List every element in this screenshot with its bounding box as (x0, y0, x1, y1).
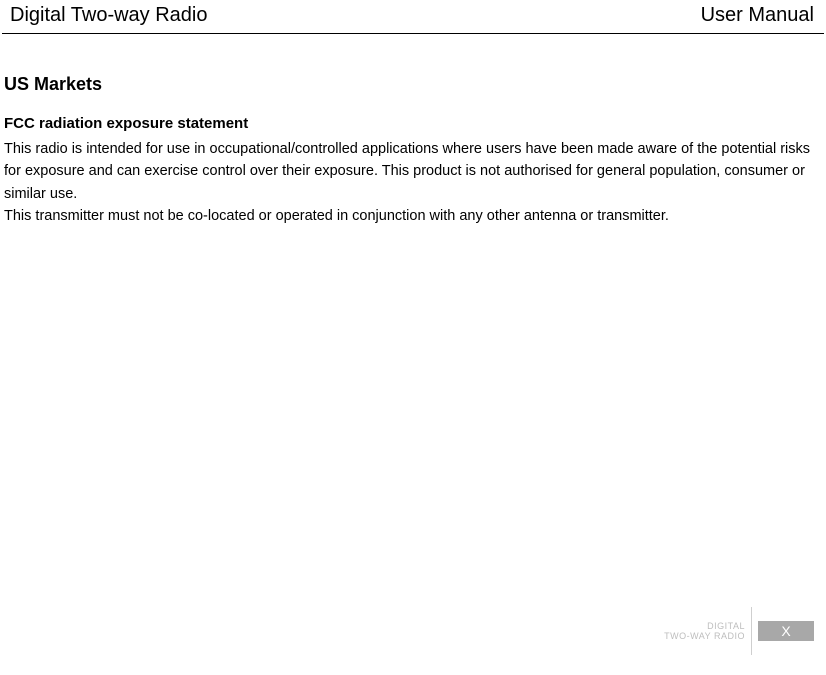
footer-brand-label: DIGITAL TWO-WAY RADIO (664, 621, 745, 642)
page-number-badge: X (758, 621, 814, 641)
header-title-right: User Manual (701, 4, 814, 27)
footer-brand-line1: DIGITAL (664, 621, 745, 631)
page: Digital Two-way Radio User Manual US Mar… (0, 0, 826, 675)
section-subheading: FCC radiation exposure statement (4, 115, 822, 132)
footer-brand-line2: TWO-WAY RADIO (664, 631, 745, 641)
footer-separator (751, 607, 752, 655)
section-heading: US Markets (4, 74, 822, 95)
page-header: Digital Two-way Radio User Manual (0, 0, 826, 33)
body-paragraph-2: This transmitter must not be co-located … (4, 205, 822, 227)
page-footer: DIGITAL TWO-WAY RADIO X (664, 607, 814, 655)
content-area: US Markets FCC radiation exposure statem… (0, 34, 826, 228)
body-paragraph-1: This radio is intended for use in occupa… (4, 138, 822, 205)
header-title-left: Digital Two-way Radio (10, 4, 208, 27)
